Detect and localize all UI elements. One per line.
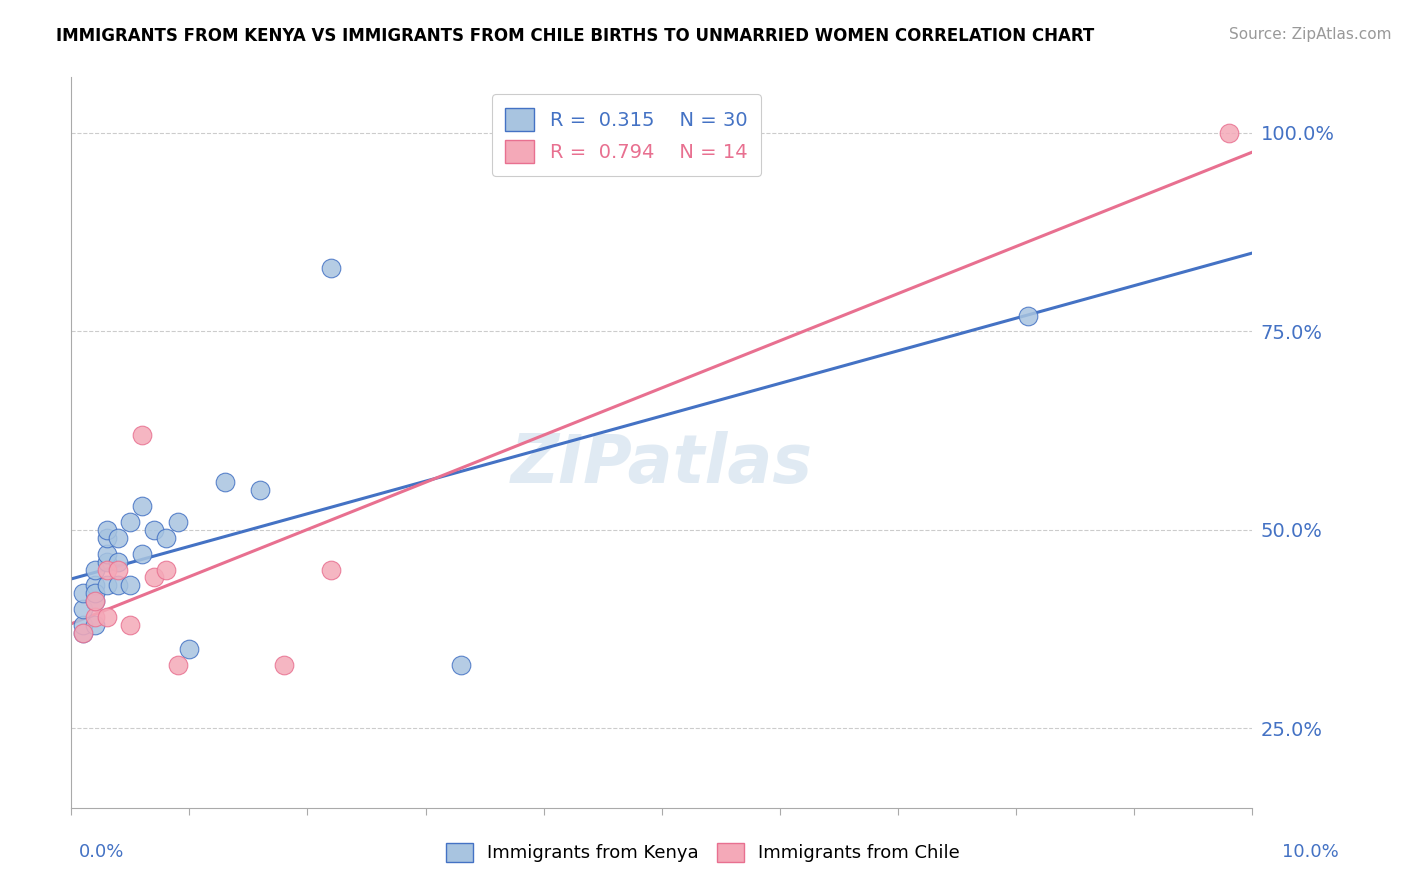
Point [96, 610, 118, 624]
Point [155, 531, 177, 545]
Text: 10.0%: 10.0% [1282, 843, 1339, 861]
Point [319, 260, 342, 275]
Text: IMMIGRANTS FROM KENYA VS IMMIGRANTS FROM CHILE BIRTHS TO UNMARRIED WOMEN CORRELA: IMMIGRANTS FROM KENYA VS IMMIGRANTS FROM… [56, 27, 1094, 45]
Point [83, 610, 105, 624]
Point [142, 523, 165, 537]
Point [96, 562, 118, 576]
Point [96, 547, 118, 561]
Point [107, 578, 129, 592]
Point [96, 523, 118, 537]
Text: 0.0%: 0.0% [79, 843, 124, 861]
Point [72, 618, 94, 632]
Point [179, 641, 201, 656]
Point [131, 427, 153, 442]
Point [166, 657, 188, 672]
Point [120, 515, 142, 529]
Point [107, 562, 129, 576]
Point [249, 483, 271, 497]
Point [83, 618, 105, 632]
Point [83, 594, 105, 608]
Point [131, 547, 153, 561]
Text: Source: ZipAtlas.com: Source: ZipAtlas.com [1229, 27, 1392, 42]
Point [155, 562, 177, 576]
Point [131, 499, 153, 513]
Point [166, 515, 188, 529]
Point [72, 602, 94, 616]
Point [83, 594, 105, 608]
Point [107, 555, 129, 569]
Point [72, 586, 94, 600]
Point [72, 626, 94, 640]
Point [450, 657, 472, 672]
Point [107, 531, 129, 545]
Point [96, 555, 118, 569]
Point [83, 578, 105, 592]
Point [319, 562, 342, 576]
Point [120, 578, 142, 592]
Point [1218, 126, 1240, 140]
Legend: R =  0.315    N = 30, R =  0.794    N = 14: R = 0.315 N = 30, R = 0.794 N = 14 [492, 95, 761, 177]
Point [120, 618, 142, 632]
Point [214, 475, 236, 490]
Legend: Immigrants from Kenya, Immigrants from Chile: Immigrants from Kenya, Immigrants from C… [439, 836, 967, 870]
Point [273, 657, 295, 672]
Point [142, 570, 165, 584]
Point [96, 578, 118, 592]
Point [96, 531, 118, 545]
Point [1017, 309, 1039, 323]
Point [83, 586, 105, 600]
Point [72, 626, 94, 640]
Point [83, 562, 105, 576]
Text: ZIPatlas: ZIPatlas [510, 432, 813, 498]
